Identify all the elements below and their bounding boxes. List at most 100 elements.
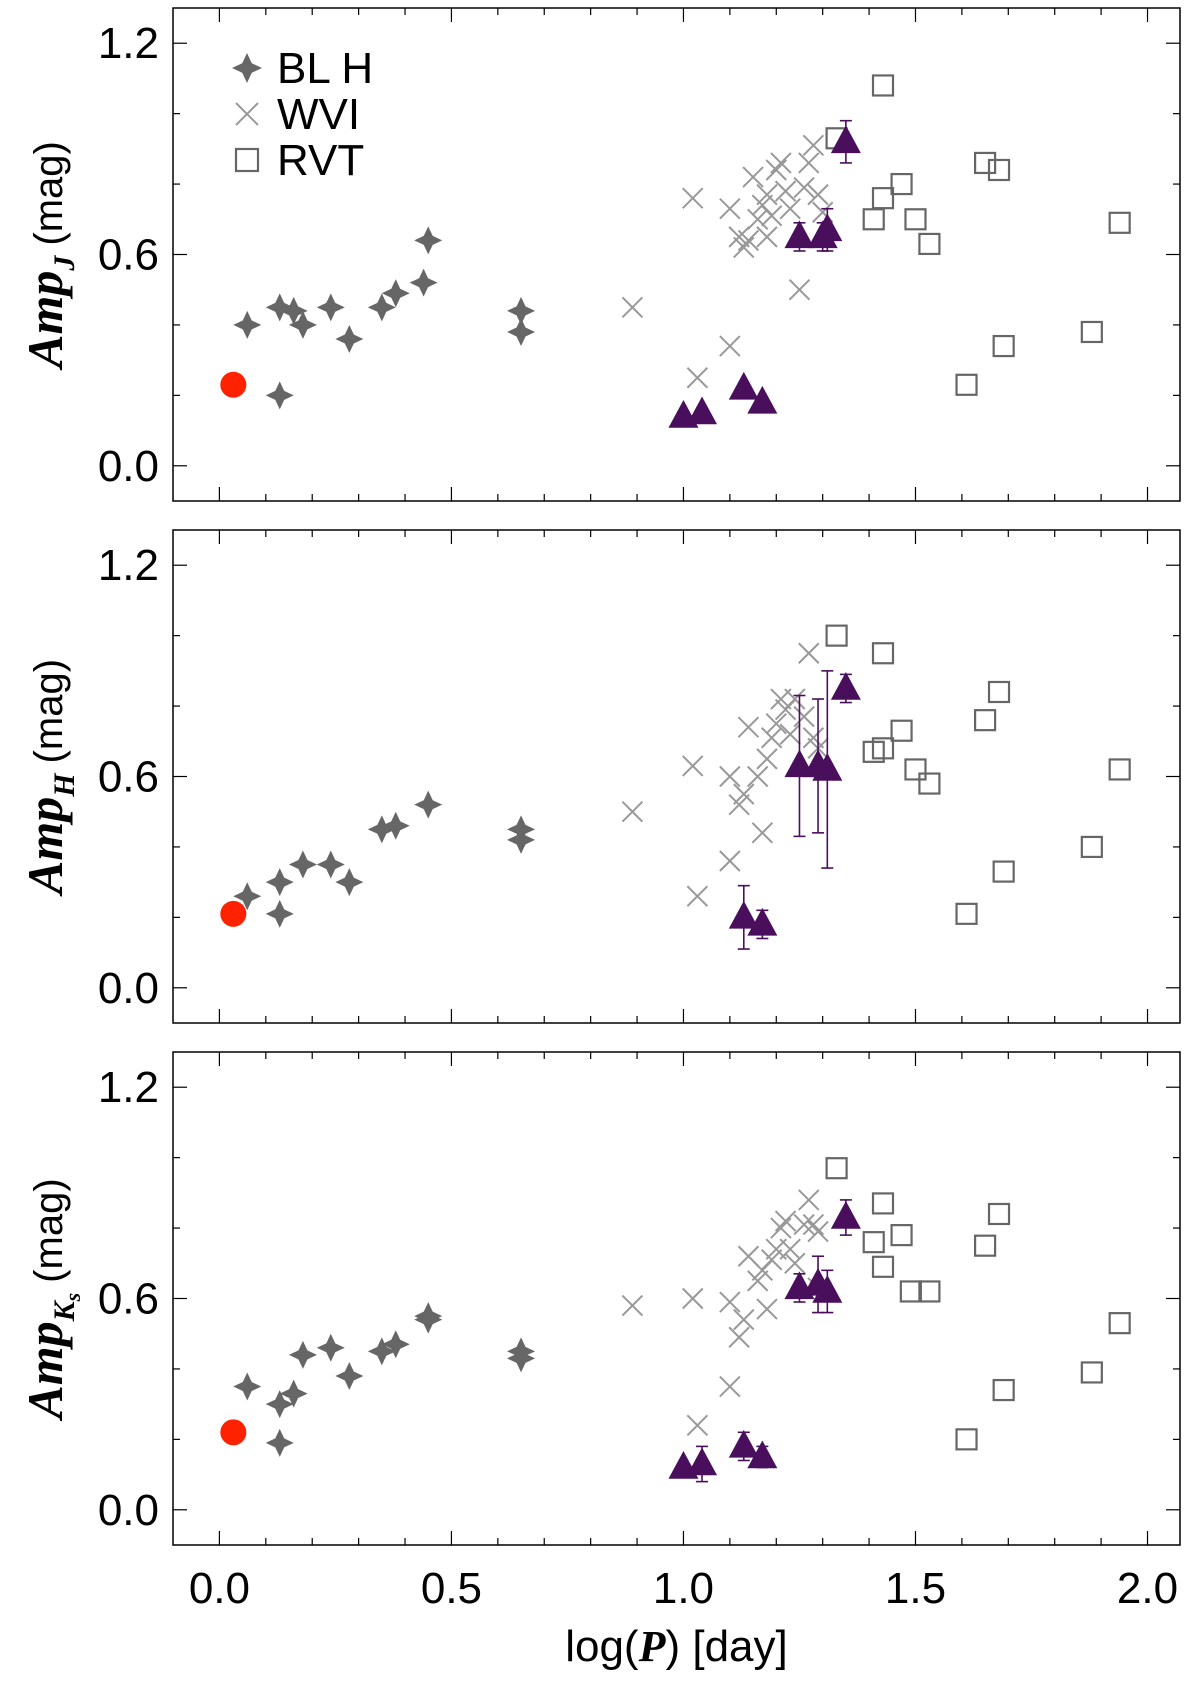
- wvi-point-stroke-b: [621, 801, 644, 823]
- blh-point: [279, 296, 308, 325]
- wvi-point-stroke-b: [779, 1238, 801, 1260]
- y-axis-label: AmpH (mag): [17, 659, 81, 897]
- wvi-point: [686, 885, 709, 907]
- panel-3: 0.0 0.6 1.2 AmpKs (mag) 0.0 0.5 1.0 1.5 2.0 log(P)…: [17, 1051, 1181, 1671]
- wvi-point: [756, 748, 778, 770]
- wvi-point-stroke-b: [733, 236, 755, 259]
- wvi-point-stroke-b: [788, 279, 811, 301]
- wvi-point-stroke-b: [686, 885, 709, 907]
- blh-point: [316, 293, 345, 322]
- y-tick-label: 1.2: [98, 1063, 159, 1112]
- panel-2: 0.0 0.6 1.2 AmpH (mag): [17, 529, 1181, 1024]
- y-axis-label-main: Amp: [17, 271, 73, 371]
- wvi-point-stroke-b: [682, 1287, 704, 1310]
- triangle-point: [812, 1274, 843, 1303]
- blh-point: [233, 1372, 262, 1401]
- blh-point: [265, 868, 294, 897]
- wvi-point-stroke-b: [751, 822, 774, 844]
- rvt-point: [955, 1428, 978, 1451]
- wvi-point-stroke-b: [779, 198, 801, 220]
- wvi-point-stroke-b: [686, 367, 709, 389]
- wvi-point: [719, 335, 741, 357]
- wvi-point: [737, 229, 760, 252]
- wvi-point: [760, 1249, 783, 1271]
- wvi-point: [682, 755, 704, 777]
- rvt-point: [862, 1231, 885, 1254]
- wvi-point: [733, 783, 755, 805]
- rvt-point: [1108, 211, 1131, 234]
- wvi-point-stroke-b: [682, 755, 704, 777]
- triangle-point: [830, 671, 861, 700]
- wvi-point: [751, 822, 774, 844]
- wvi-point-stroke-b: [733, 783, 755, 805]
- rvt-point: [871, 74, 895, 97]
- wvi-point: [728, 793, 750, 816]
- wvi-point: [770, 1217, 792, 1239]
- blh-point: [409, 268, 438, 297]
- y-tick-label: 0.0: [98, 964, 159, 1013]
- wvi-point: [756, 226, 778, 248]
- triangle-point: [747, 907, 778, 936]
- rvt-point: [825, 1157, 848, 1180]
- blh-point: [414, 1302, 443, 1331]
- wvi-point-stroke-b: [737, 1245, 760, 1267]
- wvi-point-stroke-b: [719, 198, 741, 220]
- y-tick-label: 0.6: [98, 1275, 159, 1324]
- wvi-point: [686, 1414, 709, 1436]
- y-axis-label: AmpKs (mag): [17, 1178, 85, 1421]
- wvi-point-stroke-b: [765, 159, 787, 181]
- wvi-point-stroke-b: [802, 1213, 825, 1236]
- wvi-point-stroke-b: [686, 1414, 709, 1436]
- wvi-point: [733, 236, 755, 259]
- wvi-point-stroke-b: [728, 1326, 750, 1348]
- blh-point: [414, 790, 443, 819]
- x-axis-label-suffix: ) [day]: [665, 1622, 787, 1671]
- wvi-point-stroke-b: [774, 1210, 797, 1232]
- wvi-point: [798, 642, 820, 664]
- red-point: [220, 371, 247, 398]
- rvt-point: [871, 737, 895, 760]
- wvi-point-stroke-b: [747, 208, 769, 230]
- wvi-point: [802, 727, 825, 749]
- y-axis-label-sub: J: [48, 255, 81, 272]
- rvt-point: [987, 158, 1011, 182]
- wvi-point: [719, 198, 741, 220]
- wvi-point-stroke-b: [798, 152, 820, 174]
- wvi-point: [793, 176, 815, 199]
- y-axis-label-unit: (mag): [27, 141, 71, 245]
- y-axis-label-unit: (mag): [27, 659, 71, 763]
- rvt-point: [992, 334, 1015, 358]
- wvi-point: [802, 1213, 825, 1236]
- wvi-point: [728, 1326, 750, 1348]
- rvt-point: [871, 642, 895, 665]
- blh-point: [265, 381, 294, 410]
- legend-label: BL H: [277, 44, 373, 93]
- wvi-point-stroke-b: [770, 152, 792, 174]
- triangle-point: [728, 1429, 759, 1458]
- wvi-point: [737, 716, 760, 738]
- rvt-point: [904, 208, 927, 231]
- wvi-point-stroke-b: [793, 1213, 815, 1236]
- wvi-point: [807, 183, 829, 206]
- rvt-point: [890, 719, 913, 742]
- blh-point: [507, 815, 536, 844]
- wvi-point-stroke-b: [793, 705, 815, 728]
- wvi-point: [742, 166, 764, 188]
- rvt-point: [871, 187, 895, 210]
- y-tick-label: 0.0: [98, 1486, 159, 1535]
- red-point: [220, 1419, 247, 1446]
- wvi-point: [779, 198, 801, 220]
- blh-point: [414, 226, 443, 255]
- red-point: [220, 900, 247, 927]
- wvi-point-stroke-b: [779, 723, 801, 745]
- rvt-point: [918, 772, 941, 795]
- rvt-point: [1108, 758, 1131, 781]
- blh-point: [367, 293, 396, 322]
- blh-point: [367, 815, 396, 844]
- x-axis-label-prefix: log(: [565, 1622, 639, 1671]
- blh-point: [335, 325, 364, 354]
- y-tick-label: 0.6: [98, 753, 159, 802]
- wvi-point: [765, 159, 787, 181]
- wvi-point-stroke-b: [798, 1189, 820, 1211]
